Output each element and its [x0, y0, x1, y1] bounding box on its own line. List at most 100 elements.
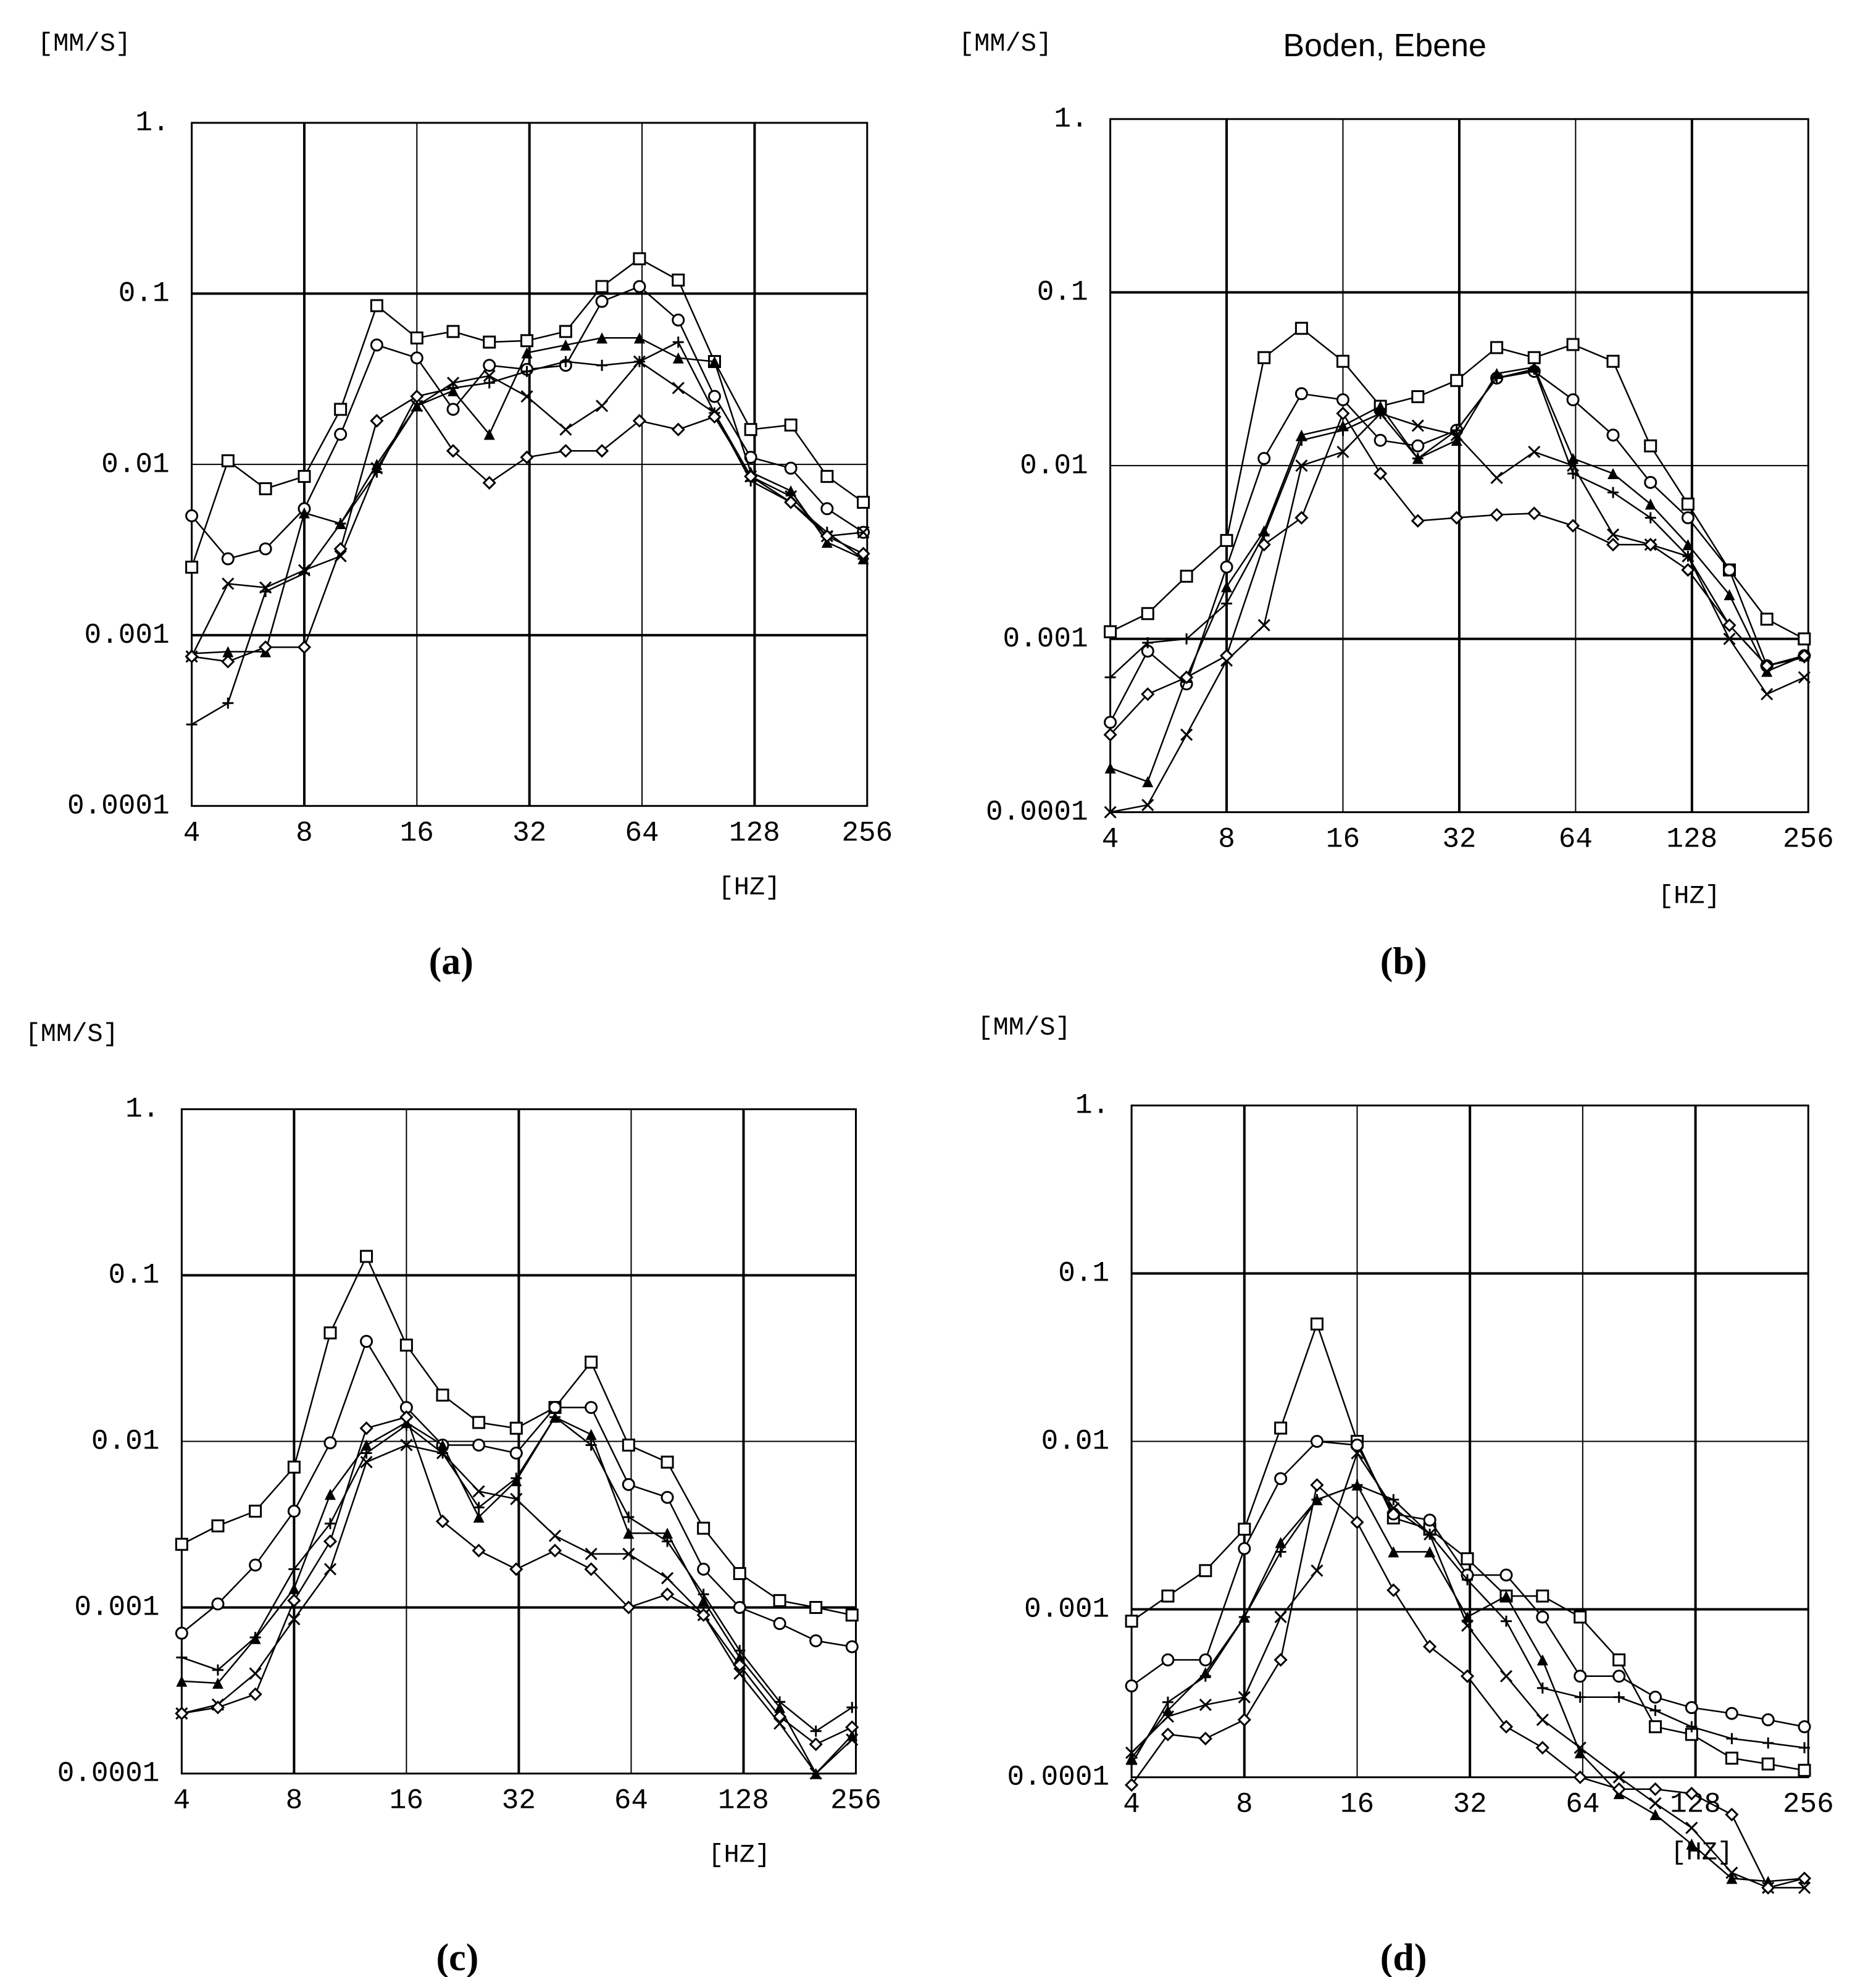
y-tick-label: 0.001	[1003, 623, 1088, 655]
data-marker	[1567, 467, 1579, 479]
data-marker	[1761, 1713, 1775, 1726]
data-marker	[622, 1478, 635, 1491]
data-marker	[221, 654, 235, 669]
data-marker	[1220, 533, 1233, 547]
data-marker	[446, 403, 460, 416]
data-marker	[1681, 511, 1695, 525]
data-marker	[323, 1534, 338, 1549]
data-marker	[298, 564, 311, 577]
data-marker	[559, 423, 572, 436]
data-marker	[1423, 1513, 1436, 1527]
data-marker	[324, 1518, 336, 1529]
data-marker	[259, 581, 272, 594]
data-marker	[259, 542, 272, 556]
data-marker	[1535, 1741, 1549, 1755]
data-marker	[1686, 1838, 1698, 1850]
data-marker	[1490, 341, 1504, 354]
y-tick-label: 0.1	[109, 1260, 160, 1292]
data-marker	[820, 502, 834, 516]
y-tick-label: 0.0001	[986, 796, 1088, 829]
data-marker	[435, 1514, 450, 1529]
data-marker	[1220, 560, 1233, 574]
y-tick-label: 0.1	[119, 278, 170, 310]
data-marker	[1682, 539, 1694, 551]
data-marker	[1606, 354, 1620, 368]
data-marker	[287, 1594, 301, 1608]
data-marker	[1723, 632, 1736, 645]
series-line	[191, 360, 864, 657]
data-marker	[1125, 1615, 1138, 1628]
data-marker	[334, 403, 348, 416]
data-marker	[845, 1608, 859, 1622]
data-marker	[734, 1645, 746, 1657]
data-marker	[335, 518, 346, 530]
series-line	[191, 341, 864, 725]
data-marker	[594, 444, 609, 458]
series-line	[1131, 1484, 1805, 1883]
data-marker	[1336, 393, 1349, 406]
data-marker	[483, 377, 495, 389]
data-marker	[1726, 1873, 1738, 1884]
chart-title: Boden, Ebene	[1283, 28, 1486, 64]
data-marker	[1649, 1720, 1662, 1734]
data-marker	[1161, 1710, 1174, 1723]
data-marker	[211, 1597, 225, 1611]
x-tick-label: 64	[1559, 824, 1593, 856]
data-marker	[1567, 459, 1580, 472]
data-marker	[633, 355, 646, 368]
data-marker	[1219, 648, 1234, 663]
data-marker	[324, 1489, 336, 1500]
x-tick-label: 8	[286, 1785, 303, 1817]
data-marker	[585, 1439, 597, 1451]
data-marker	[509, 1446, 523, 1460]
data-marker	[1199, 1653, 1212, 1666]
data-marker	[1351, 1447, 1364, 1460]
series-line	[1131, 1483, 1805, 1889]
data-marker	[287, 1505, 301, 1518]
data-marker	[1142, 637, 1154, 649]
data-marker	[1274, 1472, 1288, 1486]
panel-label: (a)	[429, 940, 473, 982]
data-marker	[1499, 1720, 1514, 1734]
data-marker	[334, 427, 348, 441]
data-marker	[1161, 1589, 1175, 1603]
y-tick-label: 0.0001	[57, 1758, 160, 1790]
data-marker	[1310, 1435, 1324, 1448]
data-marker	[1528, 364, 1540, 375]
data-marker	[1760, 659, 1774, 673]
data-marker	[559, 325, 572, 338]
data-marker	[370, 338, 383, 352]
data-marker	[1490, 508, 1504, 522]
data-marker	[1386, 1583, 1401, 1597]
data-marker	[1574, 1670, 1587, 1683]
data-marker	[1275, 1546, 1286, 1558]
data-marker	[1612, 1670, 1626, 1683]
data-marker	[1181, 633, 1193, 645]
data-marker	[662, 1528, 673, 1539]
data-marker	[259, 482, 272, 496]
data-marker	[360, 1250, 373, 1263]
data-marker	[1527, 351, 1541, 364]
data-marker	[1411, 439, 1425, 453]
data-marker	[1141, 607, 1154, 621]
data-marker	[857, 495, 870, 509]
data-marker	[510, 1492, 523, 1505]
data-marker	[1450, 428, 1463, 441]
data-marker	[287, 1460, 301, 1474]
data-marker	[1237, 1713, 1251, 1727]
data-marker	[672, 352, 684, 364]
data-marker	[1612, 1782, 1626, 1796]
data-marker	[633, 332, 645, 344]
data-marker	[297, 640, 312, 654]
data-marker	[661, 1490, 674, 1504]
x-tick-label: 128	[1666, 824, 1717, 856]
data-marker	[632, 414, 647, 428]
data-marker	[548, 1544, 562, 1558]
series-line	[181, 1339, 853, 1648]
data-marker	[1274, 1653, 1288, 1667]
data-marker	[1386, 1507, 1400, 1521]
data-marker	[1221, 581, 1233, 593]
data-marker	[1103, 727, 1117, 742]
data-marker	[1336, 406, 1350, 420]
data-marker	[672, 336, 684, 348]
